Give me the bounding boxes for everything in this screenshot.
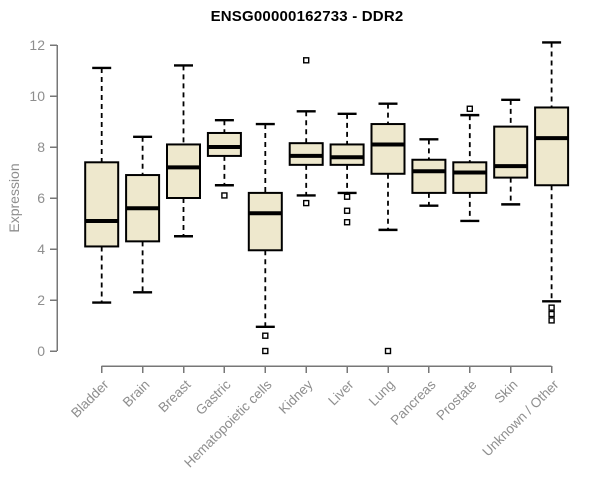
iqr-box	[206, 131, 242, 157]
outlier-point	[262, 347, 269, 355]
boxplot-brain	[125, 135, 161, 294]
boxplot-gastric	[206, 119, 242, 199]
y-tick-label: 0	[37, 343, 45, 359]
boxplot-kidney	[288, 57, 324, 207]
outlier-point	[548, 317, 555, 324]
outlier-point	[343, 193, 351, 200]
boxplot-pancreas	[411, 138, 447, 207]
chart-title: ENSG00000162733 - DDR2	[210, 8, 404, 25]
y-tick-label: 2	[37, 292, 45, 308]
iqr-box	[493, 125, 529, 179]
y-tick-label: 10	[29, 88, 45, 104]
boxplot-liver	[329, 112, 365, 226]
y-tick-label: 8	[37, 139, 45, 155]
outlier-point	[384, 347, 392, 355]
x-axis	[100, 365, 553, 373]
outlier-point	[466, 105, 473, 112]
boxplot-breast	[166, 64, 201, 238]
outlier-point	[221, 192, 228, 199]
iqr-box	[84, 161, 120, 248]
y-tick-label: 4	[37, 241, 45, 257]
iqr-box	[452, 161, 488, 194]
iqr-box	[534, 106, 570, 187]
iqr-box	[329, 143, 365, 166]
outlier-point	[343, 207, 351, 214]
y-tick-label: 6	[37, 190, 45, 206]
y-tick-label: 12	[29, 37, 45, 53]
outlier-point	[262, 332, 269, 339]
boxplot-lung	[370, 102, 406, 355]
boxplot-bladder	[84, 66, 120, 304]
outlier-point	[548, 304, 555, 311]
iqr-box	[166, 143, 201, 199]
outlier-point	[303, 199, 310, 207]
boxplot-skin	[493, 98, 529, 206]
outlier-point	[343, 219, 351, 226]
boxplot-unknown-other	[534, 41, 570, 324]
boxplot-hematopoietic-cells	[247, 122, 283, 355]
outlier-point	[303, 57, 310, 64]
iqr-box	[247, 191, 283, 252]
iqr-box	[411, 158, 447, 194]
y-axis: 0 2 4 6 8 10 12	[29, 37, 58, 359]
boxplot-prostate	[452, 105, 488, 223]
iqr-box	[370, 123, 406, 175]
outlier-point	[548, 310, 555, 318]
